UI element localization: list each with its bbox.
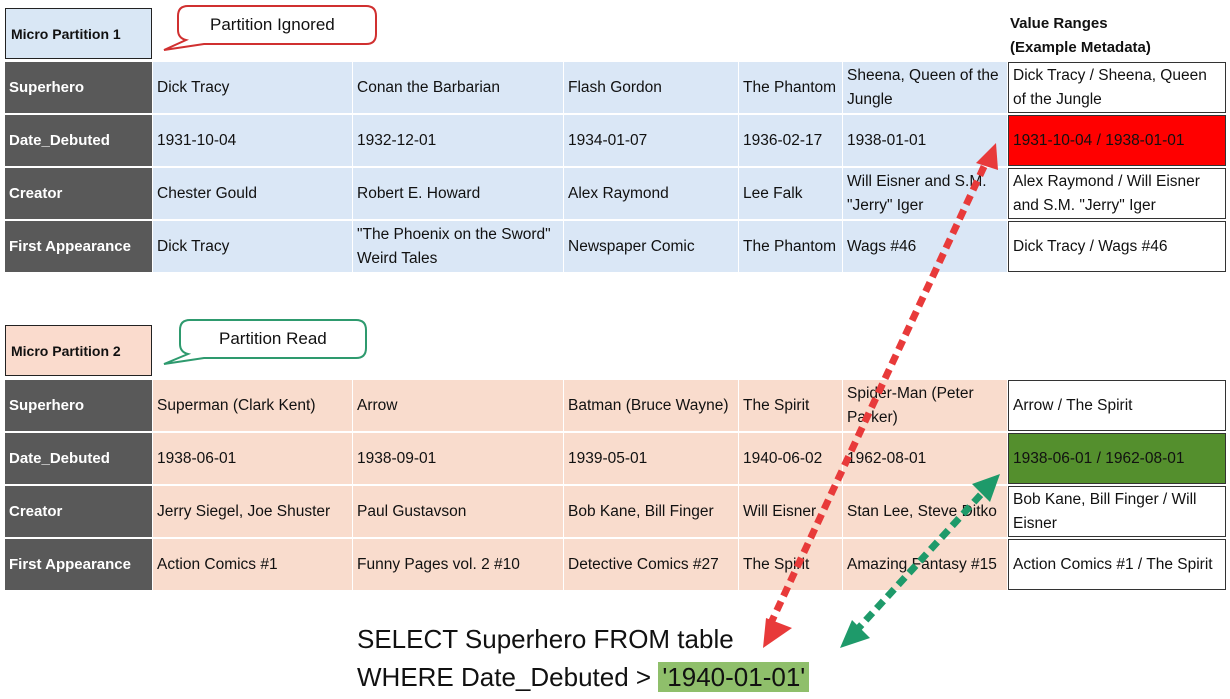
row-header: Superhero [5, 380, 152, 431]
row-header: Date_Debuted [5, 433, 152, 484]
value-range-cell: Dick Tracy / Sheena, Queen of the Jungle [1008, 62, 1226, 113]
partition-ignored-callout [163, 5, 377, 51]
p2-row-superhero: Superhero Superman (Clark Kent) Arrow Ba… [5, 380, 1226, 431]
green-arrowhead-bottom-icon [840, 620, 870, 648]
query-where-clause: WHERE Date_Debuted > [357, 662, 659, 692]
partition-ignored-text: Partition Ignored [210, 15, 335, 34]
p1-row-superhero: Superhero Dick Tracy Conan the Barbarian… [5, 62, 1226, 113]
p1-row-first-appearance: First Appearance Dick Tracy "The Phoenix… [5, 221, 1226, 272]
table-cell: Lee Falk [739, 168, 842, 219]
table-cell: 1931-10-04 [153, 115, 352, 166]
table-cell: 1938-09-01 [353, 433, 563, 484]
p1-row-creator: Creator Chester Gould Robert E. Howard A… [5, 168, 1226, 219]
value-ranges-title-line2: (Example Metadata) [1010, 39, 1151, 56]
table-cell: Flash Gordon [564, 62, 738, 113]
table-cell: Chester Gould [153, 168, 352, 219]
value-range-cell-read: 1938-06-01 / 1962-08-01 [1008, 433, 1226, 484]
table-cell: Funny Pages vol. 2 #10 [353, 539, 563, 590]
row-header: Creator [5, 486, 152, 537]
p2-row-creator: Creator Jerry Siegel, Joe Shuster Paul G… [5, 486, 1226, 537]
table-cell: 1938-06-01 [153, 433, 352, 484]
partition-read-callout [163, 319, 367, 365]
table-cell: Superman (Clark Kent) [153, 380, 352, 431]
p2-row-date-debuted: Date_Debuted 1938-06-01 1938-09-01 1939-… [5, 433, 1226, 484]
table-cell: Dick Tracy [153, 221, 352, 272]
value-range-cell: Alex Raymond / Will Eisner and S.M. "Jer… [1008, 168, 1226, 219]
table-cell: Jerry Siegel, Joe Shuster [153, 486, 352, 537]
value-range-cell: Dick Tracy / Wags #46 [1008, 221, 1226, 272]
table-cell: 1932-12-01 [353, 115, 563, 166]
table-cell: Newspaper Comic [564, 221, 738, 272]
table-cell: The Spirit [739, 380, 842, 431]
row-header: First Appearance [5, 221, 152, 272]
partition-read-text: Partition Read [219, 329, 327, 348]
value-range-cell: Action Comics #1 / The Spirit [1008, 539, 1226, 590]
table-cell: Batman (Bruce Wayne) [564, 380, 738, 431]
micro-partition-2-label: Micro Partition 2 [5, 325, 152, 376]
table-cell: Arrow [353, 380, 563, 431]
table-cell: The Spirit [739, 539, 842, 590]
table-cell: 1962-08-01 [843, 433, 1007, 484]
table-cell: Stan Lee, Steve Ditko [843, 486, 1007, 537]
table-cell: "The Phoenix on the Sword" Weird Tales [353, 221, 563, 272]
table-cell: Bob Kane, Bill Finger [564, 486, 738, 537]
value-range-cell-ignored: 1931-10-04 / 1938-01-01 [1008, 115, 1226, 166]
table-cell: 1938-01-01 [843, 115, 1007, 166]
value-range-cell: Arrow / The Spirit [1008, 380, 1226, 431]
table-cell: 1939-05-01 [564, 433, 738, 484]
table-cell: Amazing Fantasy #15 [843, 539, 1007, 590]
table-cell: 1940-06-02 [739, 433, 842, 484]
table-cell: 1936-02-17 [739, 115, 842, 166]
table-cell: Dick Tracy [153, 62, 352, 113]
query-line-2: WHERE Date_Debuted > '1940-01-01' [357, 658, 810, 696]
query-line-1: SELECT Superhero FROM table [357, 624, 734, 654]
table-cell: Wags #46 [843, 221, 1007, 272]
table-cell: 1934-01-07 [564, 115, 738, 166]
table-cell: Spider-Man (Peter Parker) [843, 380, 1007, 431]
table-cell: Detective Comics #27 [564, 539, 738, 590]
row-header: First Appearance [5, 539, 152, 590]
table-cell: Sheena, Queen of the Jungle [843, 62, 1007, 113]
value-ranges-title: Value Ranges (Example Metadata) [1010, 12, 1151, 60]
table-cell: Paul Gustavson [353, 486, 563, 537]
value-ranges-title-line1: Value Ranges [1010, 15, 1108, 32]
row-header: Superhero [5, 62, 152, 113]
value-range-cell: Bob Kane, Bill Finger / Will Eisner [1008, 486, 1226, 537]
row-header: Creator [5, 168, 152, 219]
query-date-value: '1940-01-01' [658, 662, 810, 692]
table-cell: Alex Raymond [564, 168, 738, 219]
table-cell: Will Eisner and S.M. "Jerry" Iger [843, 168, 1007, 219]
table-cell: Action Comics #1 [153, 539, 352, 590]
table-cell: Robert E. Howard [353, 168, 563, 219]
table-cell: The Phantom [739, 62, 842, 113]
micro-partition-1-label: Micro Partition 1 [5, 8, 152, 59]
row-header: Date_Debuted [5, 115, 152, 166]
table-cell: Conan the Barbarian [353, 62, 563, 113]
p2-row-first-appearance: First Appearance Action Comics #1 Funny … [5, 539, 1226, 590]
p1-row-date-debuted: Date_Debuted 1931-10-04 1932-12-01 1934-… [5, 115, 1226, 166]
table-cell: Will Eisner [739, 486, 842, 537]
sql-query: SELECT Superhero FROM table WHERE Date_D… [357, 620, 810, 696]
table-cell: The Phantom [739, 221, 842, 272]
